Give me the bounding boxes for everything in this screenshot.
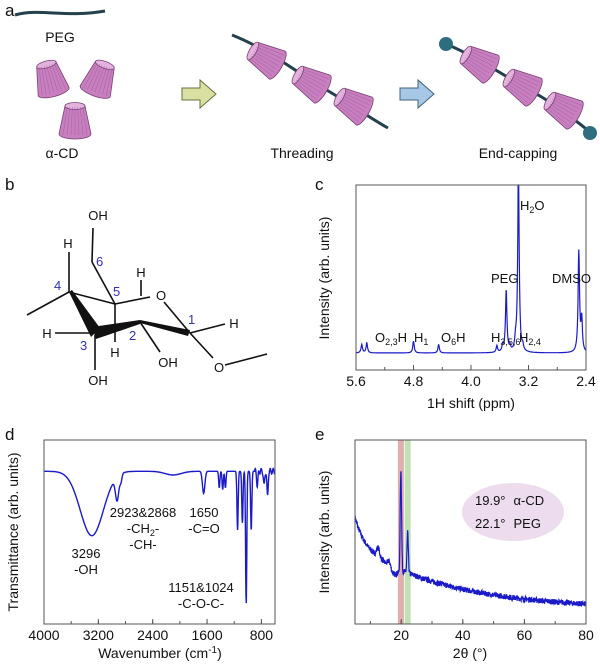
band-annotation: 1151&1024 -C-O-C- [168,580,234,611]
atom-h: H [63,236,72,251]
svg-text:-C=O: -C=O [188,521,219,536]
atom-oh: OH [88,373,108,388]
arrow-right-icon [181,78,217,110]
cyclodextrin-cone [543,91,584,130]
ftir-chart: 4000 3200 2400 1600 800 Wavenumber (cm-1) Tr… [5,439,276,661]
cyclodextrin-cone [36,59,70,99]
peak-label: DMSO [552,271,591,286]
free-cyclodextrins [36,59,115,140]
carbon-number: 3 [80,338,87,353]
y-axis-label: Transmittance (arb. units) [5,453,21,612]
y-axis-label: Intensity (arb. units) [316,217,332,340]
legend-row-alpha-cd: 19.9° α-CD [475,493,544,508]
cyclodextrin-cone [58,102,92,140]
xrd-chart: 20 40 60 80 19.9° α-CD 22.1° PEG 2θ (°) Inten… [316,439,594,661]
x-tick-label: 5.6 [346,373,366,389]
carbon-number: 1 [188,312,195,327]
atom-oh: OH [158,355,178,370]
peak-label: H1 [414,330,428,347]
atom-h: H [229,316,238,331]
x-tick-label: 3200 [83,627,114,643]
cyclodextrin-cone [333,87,374,126]
carbon-number: 4 [54,278,61,293]
peak-label: PEG [491,271,518,286]
x-tick-label: 4000 [28,627,59,643]
svg-text:1151&1024: 1151&1024 [168,580,234,595]
plot-frame [354,439,587,625]
xrd-pattern-line [354,471,587,608]
peg-chain [14,9,106,17]
peak-label: O6H [441,330,466,347]
peg-label: PEG [45,29,75,45]
cyclodextrin-cone [79,59,115,99]
svg-text:-OH: -OH [74,562,98,577]
x-tick-label: 3.2 [519,373,539,389]
x-tick-label: 2.4 [576,373,596,389]
carbon-number: 2 [129,328,136,343]
svg-text:2923&2868: 2923&2868 [110,505,177,520]
threaded-cyclodextrins [246,41,374,126]
x-tick-label: 2400 [137,627,168,643]
band-annotation: 1650 -C=O [188,505,219,536]
panel-label-b: b [5,175,14,194]
atom-o-ring: O [156,288,166,303]
carbon-number: 5 [113,284,120,299]
end-cap-sphere [583,126,597,140]
peak-label: H2O [520,198,545,215]
x-axis-label: 1H shift (ppm) [427,395,515,411]
nmr-chart: 5.6 4.8 4.0 3.2 2.4 1H shift (ppm) Intensity… [316,184,596,411]
band-annotation: 2923&2868 -CH2- -CH- [110,505,177,552]
peak-label: O2,3H [375,330,407,347]
y-axis-label: Intensity (arb. units) [316,471,332,594]
arrow-right-icon [399,78,435,110]
panel-label-c: c [315,175,324,194]
end-cap-sphere [439,37,453,51]
cd-label: α-CD [46,145,79,161]
x-axis-label: Wavenumber (cm-1) [98,645,222,661]
capped-cyclodextrins [459,45,584,130]
atom-h: H [136,265,145,280]
legend-row-peg: 22.1° PEG [475,516,541,531]
carbon-number: 6 [96,254,103,269]
x-tick-label: 60 [517,627,533,643]
atom-h: H [110,345,119,360]
svg-text:-CH-: -CH- [129,537,156,552]
x-tick-label: 4.8 [404,373,424,389]
threading-label: Threading [270,145,333,161]
x-tick-label: 80 [578,627,594,643]
x-tick-label: 40 [455,627,471,643]
cyclodextrin-cone [291,65,332,104]
panel-label-e: e [315,425,324,444]
ftir-spectrum-line [44,467,276,604]
x-axis-label: 2θ (°) [453,645,487,661]
atom-o-glycosidic: O [214,360,224,375]
end-capping-label: End-capping [479,145,558,161]
svg-text:-CH2-: -CH2- [127,521,159,538]
x-tick-label: 800 [250,627,274,643]
nmr-spectrum-line [356,184,587,354]
atom-h: H [42,326,51,341]
schematic-panel: PEG α-CD Threading End-capping [14,9,597,161]
x-tick-label: 20 [393,627,409,643]
cyclodextrin-cone [502,68,543,107]
cyclodextrin-cone [246,41,287,80]
atom-oh: OH [88,208,108,223]
x-tick-label: 1600 [191,627,222,643]
x-tick-label: 4.0 [461,373,481,389]
glucose-structure: OH H H O H O OH H H OH 1 2 3 4 5 6 [26,208,268,388]
svg-text:-C-O-C-: -C-O-C- [178,596,224,611]
panel-label-a: a [5,1,15,20]
peak-highlight-band [397,440,404,624]
band-annotation: 3296 -OH [72,546,101,577]
legend-box [462,483,564,541]
svg-text:1650: 1650 [190,505,219,520]
peak-label: H2,4 [519,330,541,347]
peak-label: H3,5,6 [491,330,520,347]
panel-label-d: d [5,425,14,444]
svg-text:3296: 3296 [72,546,101,561]
plot-frame [43,439,276,625]
cyclodextrin-cone [459,45,500,84]
